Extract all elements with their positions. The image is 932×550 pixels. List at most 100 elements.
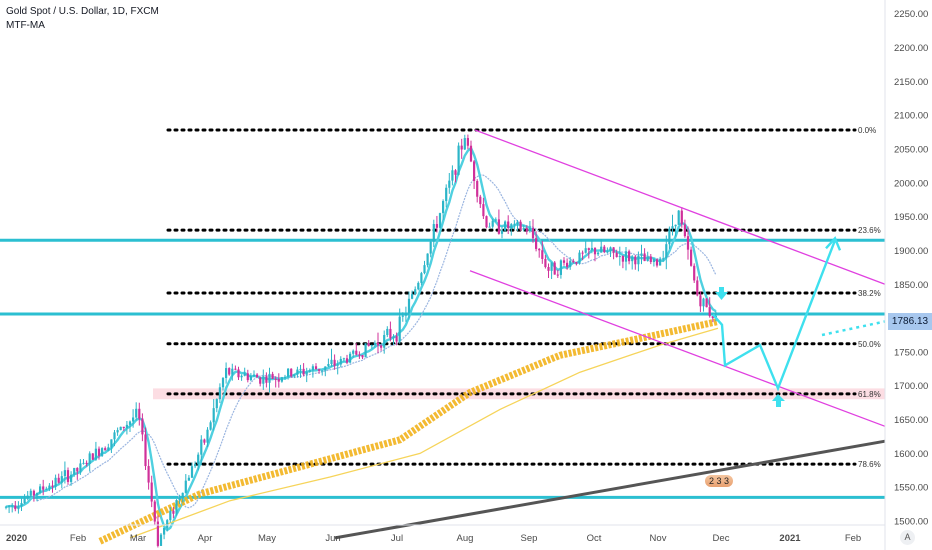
y-tick-label-10: 2000.00 [894, 178, 928, 189]
candle-body-154 [482, 204, 485, 217]
candle-body-187 [584, 248, 587, 253]
candle-body-128 [401, 315, 404, 317]
candle-body-90 [283, 376, 287, 378]
candle-body-44 [141, 418, 144, 435]
candle-body-92 [290, 368, 293, 377]
candle-body-69 [218, 387, 221, 400]
candle-body-80 [252, 374, 256, 377]
candle-body-130 [407, 298, 411, 314]
candle-body-12 [42, 486, 45, 490]
ma-long-thin-line [129, 327, 719, 539]
y-tick-label-9: 1950.00 [894, 212, 928, 223]
candle-body-5 [20, 503, 23, 507]
candle-body-191 [597, 252, 600, 255]
candle-body-93 [293, 374, 296, 377]
candle-body-126 [395, 336, 398, 342]
candle-body-142 [445, 187, 448, 202]
x-tick-label-12: 2021 [779, 533, 801, 544]
ma-slow-line [36, 174, 717, 509]
candle-body-158 [494, 219, 497, 221]
candle-body-223 [696, 280, 699, 296]
candle-body-78 [246, 373, 249, 381]
candle-body-196 [612, 247, 615, 253]
candle-body-74 [234, 368, 237, 370]
candle-body-26 [85, 462, 88, 465]
x-tick-label-5: Jun [325, 533, 340, 544]
candle-body-7 [26, 495, 29, 499]
candle-body-138 [432, 224, 435, 242]
candle-body-11 [39, 486, 42, 494]
candle-body-215 [671, 226, 674, 229]
candle-body-147 [460, 145, 463, 150]
y-tick-label-2: 1600.00 [894, 449, 928, 460]
candle-body-98 [308, 370, 311, 372]
candle-body-222 [693, 265, 696, 281]
candle-body-156 [488, 226, 491, 228]
candle-body-88 [277, 379, 280, 382]
candle-body-134 [420, 273, 423, 283]
candle-body-79 [249, 376, 252, 381]
candle-body-33 [107, 447, 110, 451]
candle-body-137 [429, 241, 432, 254]
y-tick-label-0: 1500.00 [894, 517, 928, 528]
candle-body-35 [113, 432, 116, 440]
candle-body-27 [88, 453, 91, 465]
fib-label-5: 78.6% [858, 460, 881, 469]
candle-body-20 [66, 470, 70, 482]
candle-body-175 [547, 267, 550, 271]
candle-body-145 [454, 170, 457, 175]
candle-body-39 [125, 424, 128, 428]
candle-body-104 [327, 364, 330, 367]
candle-body-6 [23, 498, 26, 504]
candle-body-205 [640, 253, 643, 256]
y-tick-label-7: 1850.00 [894, 280, 928, 291]
candle-body-162 [507, 221, 510, 229]
symbol-title: Gold Spot / U.S. Dollar, 1D, FXCM [6, 6, 159, 17]
candle-body-164 [513, 223, 516, 225]
candle-body-197 [615, 252, 618, 258]
candle-body-189 [590, 247, 593, 251]
candle-body-169 [528, 227, 531, 232]
candle-body-82 [259, 377, 262, 384]
x-tick-label-11: Dec [713, 533, 730, 544]
candle-body-52 [166, 520, 169, 528]
channel-upper-line [474, 129, 886, 285]
candle-body-38 [122, 426, 125, 428]
candle-body-203 [634, 256, 637, 265]
candle-body-84 [265, 376, 268, 383]
candle-body-65 [206, 429, 209, 443]
candle-body-121 [380, 345, 383, 348]
candle-body-160 [500, 230, 504, 234]
trendline [334, 439, 886, 540]
candle-body-29 [94, 448, 97, 460]
candle-body-70 [221, 378, 225, 388]
candle-body-17 [57, 477, 60, 483]
candle-body-40 [128, 421, 132, 425]
candle-body-194 [606, 251, 609, 253]
candle-body-50 [159, 534, 163, 546]
candle-body-202 [631, 256, 634, 262]
indicator-label[interactable]: MTF-MA [6, 20, 45, 31]
candle-body-85 [268, 373, 271, 383]
x-tick-label-1: Feb [70, 533, 86, 544]
candle-body-58 [184, 480, 187, 493]
auto-scale-button[interactable]: A [900, 530, 915, 545]
y-tick-label-4: 1700.00 [894, 381, 928, 392]
candle-body-67 [212, 408, 215, 423]
candle-body-111 [349, 353, 352, 363]
candle-body-133 [417, 282, 420, 290]
candle-body-57 [181, 492, 184, 498]
candle-body-23 [76, 467, 79, 472]
candle-body-184 [575, 262, 578, 264]
candle-body-227 [708, 307, 711, 317]
candle-body-183 [572, 260, 575, 263]
event-badge[interactable]: 2 3 3 [705, 475, 734, 487]
descending-channel [334, 129, 886, 540]
candle-body-102 [321, 370, 324, 372]
candle-body-117 [367, 343, 370, 346]
candle-body-208 [649, 256, 652, 263]
candle-body-15 [51, 485, 54, 487]
candle-body-0 [4, 506, 8, 508]
candle-body-140 [438, 213, 442, 228]
